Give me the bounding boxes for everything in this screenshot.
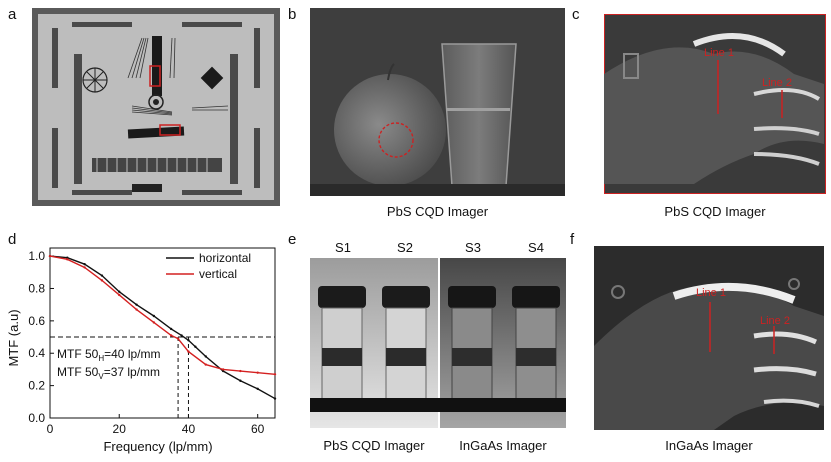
sample-label-s4: S4 xyxy=(528,240,544,255)
panel-e-letter: e xyxy=(288,231,297,248)
mtf-point-vertical xyxy=(100,279,104,282)
mtf-point-vertical xyxy=(169,334,173,337)
hand-ingaas-image: Line 1 Line 2 xyxy=(594,246,824,430)
mtf-y-axis-label: MTF (a.u) xyxy=(6,309,21,366)
mtf-y-tick-label: 1.0 xyxy=(28,249,45,263)
mtf-point-horizontal xyxy=(180,334,183,337)
roi-circle xyxy=(378,122,414,158)
mtf-point-vertical xyxy=(221,368,225,371)
mtf-y-tick-label: 0.8 xyxy=(28,281,45,295)
mtf-point-horizontal xyxy=(194,345,197,348)
mtf-point-horizontal xyxy=(187,339,190,342)
mtf-point-horizontal xyxy=(152,314,156,318)
mtf-y-tick-label: 0.6 xyxy=(28,314,45,328)
panel-e-caption-ingaas: InGaAs Imager xyxy=(459,438,547,453)
mtf-point-vertical xyxy=(273,373,277,376)
apple-glass-image xyxy=(310,8,565,196)
mtf-point-horizontal xyxy=(83,262,86,266)
vials-image xyxy=(310,258,566,428)
mtf-point-vertical xyxy=(204,363,207,366)
mtf-series-horizontal xyxy=(49,255,276,400)
mtf-point-vertical xyxy=(48,254,52,258)
panel-f-caption: InGaAs Imager xyxy=(665,438,753,453)
mtf-y-tick-label: 0.4 xyxy=(28,346,45,360)
mtf-x-tick-label: 20 xyxy=(113,422,127,436)
mtf-point-vertical xyxy=(256,371,259,374)
mtf-annotation: MTF 50V=37 lp/mm xyxy=(57,365,160,381)
mtf-point-horizontal xyxy=(273,397,277,400)
hand-c-line2-label: Line 2 xyxy=(762,77,792,89)
panel-b-letter: b xyxy=(288,6,297,23)
mtf-x-axis-label: Frequency (lp/mm) xyxy=(103,439,212,454)
mtf-point-horizontal xyxy=(100,274,104,277)
panel-f-letter: f xyxy=(570,231,575,248)
mtf-plot-frame xyxy=(49,247,276,419)
mtf-chart: 0 20 40 60 0.0 0.2 0.4 0.6 0.8 1.0 horizontal vert… xyxy=(6,247,277,454)
mtf-point-horizontal xyxy=(239,379,242,382)
roi-box-horizontal xyxy=(159,124,181,136)
mtf-legend-label-vertical: vertical xyxy=(199,267,237,281)
hand-f-line2-label: Line 2 xyxy=(760,315,790,327)
mtf-point-vertical xyxy=(187,350,190,353)
panel-c-letter: c xyxy=(572,6,580,23)
panel-e-caption-pbs: PbS CQD Imager xyxy=(323,438,425,453)
mtf-point-horizontal xyxy=(256,387,259,391)
panel-d-letter: d xyxy=(8,231,17,248)
panel-b-caption: PbS CQD Imager xyxy=(386,204,489,219)
roi-box-vertical xyxy=(149,65,161,87)
mtf-point-vertical xyxy=(176,337,180,340)
sample-label-s2: S2 xyxy=(397,240,413,255)
mtf-point-vertical xyxy=(118,293,121,297)
hand-c-line1-label: Line 1 xyxy=(704,47,734,59)
mtf-point-vertical xyxy=(66,258,69,261)
mtf-point-horizontal xyxy=(135,303,138,306)
mtf-point-horizontal xyxy=(169,327,173,331)
mtf-point-vertical xyxy=(83,266,86,269)
mtf-x-tick-label: 60 xyxy=(251,422,265,436)
mtf-point-horizontal xyxy=(118,290,121,293)
mtf-annotation: MTF 50H=40 lp/mm xyxy=(57,347,160,363)
hand-pbs-image: Line 1 Line 2 xyxy=(604,14,826,194)
mtf-legend-label-horizontal: horizontal xyxy=(199,251,251,265)
mtf-y-tick-label: 0.0 xyxy=(28,411,45,425)
panel-a-letter: a xyxy=(8,6,17,23)
mtf-point-vertical xyxy=(135,308,138,311)
mtf-x-tick-label: 40 xyxy=(182,422,196,436)
mtf-point-vertical xyxy=(239,369,242,373)
hand-f-line1-label: Line 1 xyxy=(696,287,726,299)
mtf-y-tick-label: 0.2 xyxy=(28,379,45,393)
mtf-point-horizontal xyxy=(204,355,207,358)
mtf-point-vertical xyxy=(152,321,156,324)
sample-label-s1: S1 xyxy=(335,240,351,255)
sample-label-s3: S3 xyxy=(465,240,481,255)
mtf-x-tick-label: 0 xyxy=(47,422,54,436)
resolution-target-image xyxy=(32,8,280,206)
panel-c-caption: PbS CQD Imager xyxy=(664,204,766,219)
